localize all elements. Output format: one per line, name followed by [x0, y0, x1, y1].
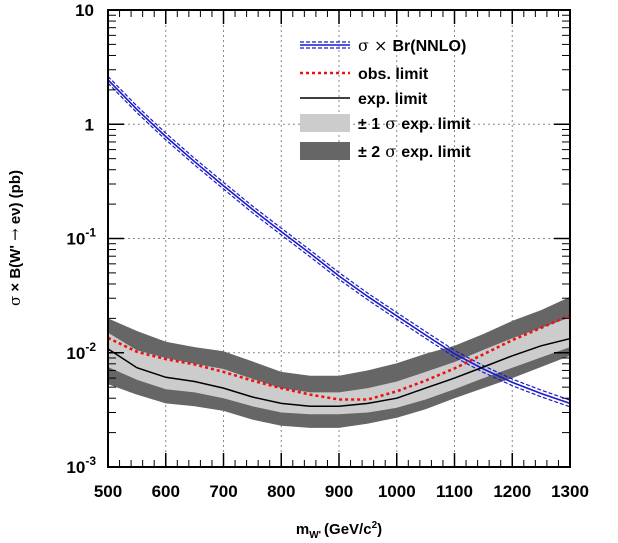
y-tick-labels: 10 1 10-1 10-2 10-3: [66, 1, 96, 477]
series-line-obs: [107, 314, 571, 401]
x-tick-labels: 500 600 700 800 900 1000 1100 1200 1300: [94, 482, 589, 501]
x-tick-label: 1300: [551, 482, 589, 501]
legend-label-band2: ± 2 σ exp. limit: [358, 142, 471, 161]
x-tick-label: 1200: [493, 482, 531, 501]
x-tick-label: 600: [152, 482, 180, 501]
band-band1: [108, 317, 570, 415]
y-tick-label: 10-3: [66, 454, 96, 477]
y-tick-label: 10-1: [66, 226, 96, 249]
y-axis-title: σ × B(W' → eν) (pb): [6, 170, 24, 306]
plot-area: [107, 9, 571, 468]
x-tick-label: 1000: [378, 482, 416, 501]
legend-swatch-band2: [300, 142, 350, 160]
x-axis-title: mW' (GeV/c2): [296, 520, 382, 541]
series-line-exp: [107, 337, 571, 408]
y-tick-label: 10-2: [66, 340, 96, 363]
series-line-theory-upper: [107, 75, 571, 401]
legend-label-theory: σ × Br(NNLO): [358, 36, 466, 55]
series-line-theory-lower: [107, 82, 571, 408]
legend-label-exp: exp. limit: [358, 91, 428, 108]
legend-label-band1: ± 1 σ exp. limit: [358, 114, 471, 133]
y-tick-label: 1: [85, 115, 94, 134]
series-line-theory: [107, 79, 571, 405]
x-tick-label: 700: [209, 482, 237, 501]
x-tick-label: 500: [94, 482, 122, 501]
y-tick-label: 10: [75, 1, 94, 20]
legend: σ × Br(NNLO) obs. limit exp. limit ± 1 σ ex…: [300, 36, 471, 161]
axis-ticks: [107, 9, 571, 468]
bands: [108, 296, 570, 428]
series-lines: [107, 75, 571, 408]
x-tick-label: 800: [267, 482, 295, 501]
legend-swatch-band1: [300, 114, 350, 132]
x-tick-label: 1100: [436, 482, 473, 501]
legend-label-obs: obs. limit: [358, 66, 429, 83]
x-tick-label: 900: [325, 482, 353, 501]
